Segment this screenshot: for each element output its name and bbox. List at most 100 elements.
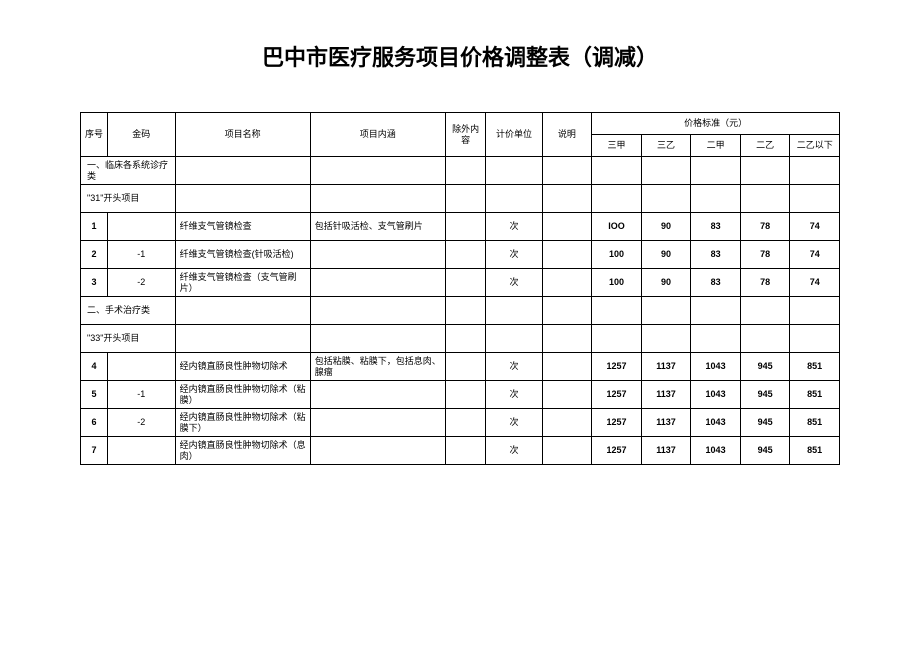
cell-code bbox=[108, 353, 176, 381]
cell-p3: 78 bbox=[740, 241, 790, 269]
cell-p0: 100 bbox=[592, 241, 642, 269]
table-row: 3 -2 纤维支气管镜检查（支气管刷片） 次 100 90 83 78 74 bbox=[81, 269, 840, 297]
cell-p1: 1137 bbox=[641, 409, 691, 437]
page: 巴中市医疗服务项目价格调整表（调减） 序号 金码 项目名称 项目内涵 除外内容 … bbox=[0, 0, 920, 465]
cell-seq: 5 bbox=[81, 381, 108, 409]
cell-seq: 6 bbox=[81, 409, 108, 437]
table-row: 1 纤维支气管镜检查 包括针吸活检、支气管刷片 次 IOO 90 83 78 7… bbox=[81, 213, 840, 241]
cell-desc bbox=[310, 437, 445, 465]
th-price-group: 价格标准（元） bbox=[592, 113, 840, 135]
cell-p2: 83 bbox=[691, 241, 741, 269]
section-2: 二、手术治疗类 bbox=[81, 297, 176, 325]
cell-p2: 1043 bbox=[691, 437, 741, 465]
cell-p0: 100 bbox=[592, 269, 642, 297]
cell-p4: 74 bbox=[790, 213, 840, 241]
cell-code bbox=[108, 437, 176, 465]
cell-name: 经内镜直肠良性肿物切除术（息肉） bbox=[175, 437, 310, 465]
cell-p3: 78 bbox=[740, 213, 790, 241]
section-row: 二、手术治疗类 bbox=[81, 297, 840, 325]
cell-desc bbox=[310, 381, 445, 409]
table-row: 4 经内镜直肠良性肿物切除术 包括粘膜、粘膜下，包括息肉、腺瘤 次 1257 1… bbox=[81, 353, 840, 381]
cell-name: 经内镜直肠良性肿物切除术 bbox=[175, 353, 310, 381]
cell-p0: 1257 bbox=[592, 353, 642, 381]
cell-p3: 945 bbox=[740, 409, 790, 437]
cell-p3: 945 bbox=[740, 353, 790, 381]
cell-code: -2 bbox=[108, 409, 176, 437]
cell-desc: 包括针吸活检、支气管刷片 bbox=[310, 213, 445, 241]
cell-unit: 次 bbox=[486, 381, 542, 409]
table-row: 7 经内镜直肠良性肿物切除术（息肉） 次 1257 1137 1043 945 … bbox=[81, 437, 840, 465]
cell-desc: 包括粘膜、粘膜下，包括息肉、腺瘤 bbox=[310, 353, 445, 381]
cell-p4: 74 bbox=[790, 241, 840, 269]
cell-unit: 次 bbox=[486, 353, 542, 381]
cell-p1: 90 bbox=[641, 269, 691, 297]
th-tier-4: 二乙以下 bbox=[790, 135, 840, 157]
cell-seq: 4 bbox=[81, 353, 108, 381]
table-row: 2 -1 纤维支气管镜检查(针吸活检) 次 100 90 83 78 74 bbox=[81, 241, 840, 269]
th-tier-3: 二乙 bbox=[740, 135, 790, 157]
cell-p4: 851 bbox=[790, 381, 840, 409]
cell-seq: 2 bbox=[81, 241, 108, 269]
cell-code: -1 bbox=[108, 381, 176, 409]
th-code: 金码 bbox=[108, 113, 176, 157]
cell-seq: 7 bbox=[81, 437, 108, 465]
cell-excl bbox=[445, 213, 486, 241]
cell-name: 经内镜直肠良性肿物切除术（粘膜下） bbox=[175, 409, 310, 437]
cell-p3: 945 bbox=[740, 437, 790, 465]
th-name: 项目名称 bbox=[175, 113, 310, 157]
cell-unit: 次 bbox=[486, 241, 542, 269]
section-1: 一、临床各系统诊疗类 bbox=[81, 157, 176, 185]
cell-desc bbox=[310, 241, 445, 269]
cell-desc bbox=[310, 409, 445, 437]
cell-p2: 1043 bbox=[691, 353, 741, 381]
cell-seq: 1 bbox=[81, 213, 108, 241]
cell-p0: 1257 bbox=[592, 381, 642, 409]
th-seq: 序号 bbox=[81, 113, 108, 157]
cell-name: 纤维支气管镜检查 bbox=[175, 213, 310, 241]
th-tier-1: 三乙 bbox=[641, 135, 691, 157]
cell-p2: 1043 bbox=[691, 409, 741, 437]
cell-p4: 851 bbox=[790, 437, 840, 465]
cell-p2: 83 bbox=[691, 213, 741, 241]
cell-unit: 次 bbox=[486, 269, 542, 297]
cell-p4: 851 bbox=[790, 409, 840, 437]
cell-name: 经内镜直肠良性肿物切除术（粘膜） bbox=[175, 381, 310, 409]
cell-seq: 3 bbox=[81, 269, 108, 297]
cell-unit: 次 bbox=[486, 437, 542, 465]
cell-p1: 1137 bbox=[641, 437, 691, 465]
th-note: 说明 bbox=[542, 113, 592, 157]
section-row: "31"开头项目 bbox=[81, 185, 840, 213]
th-tier-0: 三甲 bbox=[592, 135, 642, 157]
section-1a: "31"开头项目 bbox=[81, 185, 176, 213]
section-2a: "33"开头项目 bbox=[81, 325, 176, 353]
cell-p2: 1043 bbox=[691, 381, 741, 409]
section-row: "33"开头项目 bbox=[81, 325, 840, 353]
cell-p2: 83 bbox=[691, 269, 741, 297]
cell-unit: 次 bbox=[486, 213, 542, 241]
cell-p4: 74 bbox=[790, 269, 840, 297]
cell-desc bbox=[310, 269, 445, 297]
cell-unit: 次 bbox=[486, 409, 542, 437]
th-desc: 项目内涵 bbox=[310, 113, 445, 157]
cell-name: 纤维支气管镜检查（支气管刷片） bbox=[175, 269, 310, 297]
cell-p0: 1257 bbox=[592, 409, 642, 437]
page-title: 巴中市医疗服务项目价格调整表（调减） bbox=[80, 40, 840, 72]
table-header: 序号 金码 项目名称 项目内涵 除外内容 计价单位 说明 价格标准（元） 三甲 … bbox=[81, 113, 840, 157]
cell-p1: 90 bbox=[641, 241, 691, 269]
price-table: 序号 金码 项目名称 项目内涵 除外内容 计价单位 说明 价格标准（元） 三甲 … bbox=[80, 112, 840, 465]
cell-code: -2 bbox=[108, 269, 176, 297]
table-row: 5 -1 经内镜直肠良性肿物切除术（粘膜） 次 1257 1137 1043 9… bbox=[81, 381, 840, 409]
cell-p1: 90 bbox=[641, 213, 691, 241]
cell-code: -1 bbox=[108, 241, 176, 269]
cell-name: 纤维支气管镜检查(针吸活检) bbox=[175, 241, 310, 269]
cell-code bbox=[108, 213, 176, 241]
cell-p0: 1257 bbox=[592, 437, 642, 465]
cell-p0: IOO bbox=[592, 213, 642, 241]
th-tier-2: 二甲 bbox=[691, 135, 741, 157]
cell-p3: 78 bbox=[740, 269, 790, 297]
th-excl: 除外内容 bbox=[445, 113, 486, 157]
cell-p1: 1137 bbox=[641, 381, 691, 409]
th-unit: 计价单位 bbox=[486, 113, 542, 157]
cell-p1: 1137 bbox=[641, 353, 691, 381]
section-row: 一、临床各系统诊疗类 bbox=[81, 157, 840, 185]
